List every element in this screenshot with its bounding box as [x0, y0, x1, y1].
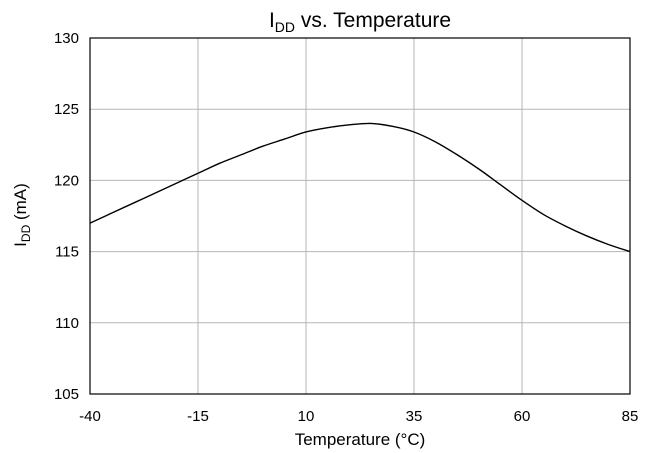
grid — [89, 37, 631, 395]
x-axis-title: Temperature (°C) — [295, 430, 426, 449]
x-axis-tick-labels: -40 -15 10 35 60 85 — [79, 408, 638, 425]
y-axis-title-subscript: DD — [19, 224, 33, 242]
chart-title-subscript: DD — [275, 19, 295, 35]
chart-title-rest: vs. Temperature — [295, 9, 451, 32]
y-tick-label: 120 — [54, 172, 79, 189]
x-tick-label: -40 — [79, 408, 101, 425]
x-tick-label: 10 — [298, 408, 315, 425]
y-tick-label: 115 — [55, 244, 79, 261]
chart-title: IDD vs. Temperature — [269, 9, 451, 35]
y-tick-label: 105 — [54, 386, 79, 403]
y-axis-title-rest: (mA) — [11, 183, 30, 225]
x-tick-label: 85 — [622, 408, 639, 425]
plot-area-frame — [89, 37, 631, 395]
y-axis-title-main: I — [11, 242, 30, 247]
x-tick-label: 60 — [514, 408, 531, 425]
chart-title-main: I — [269, 9, 275, 32]
y-tick-label: 125 — [54, 101, 79, 118]
y-tick-label: 130 — [54, 30, 79, 47]
y-axis-tick-labels: 105 110 115 120 125 130 — [54, 30, 79, 403]
series-line-idd — [89, 122, 631, 253]
x-tick-label: 35 — [406, 408, 423, 425]
y-tick-label: 110 — [55, 315, 79, 332]
x-tick-label: -15 — [187, 408, 209, 425]
y-axis-title: IDD (mA) — [11, 183, 33, 247]
